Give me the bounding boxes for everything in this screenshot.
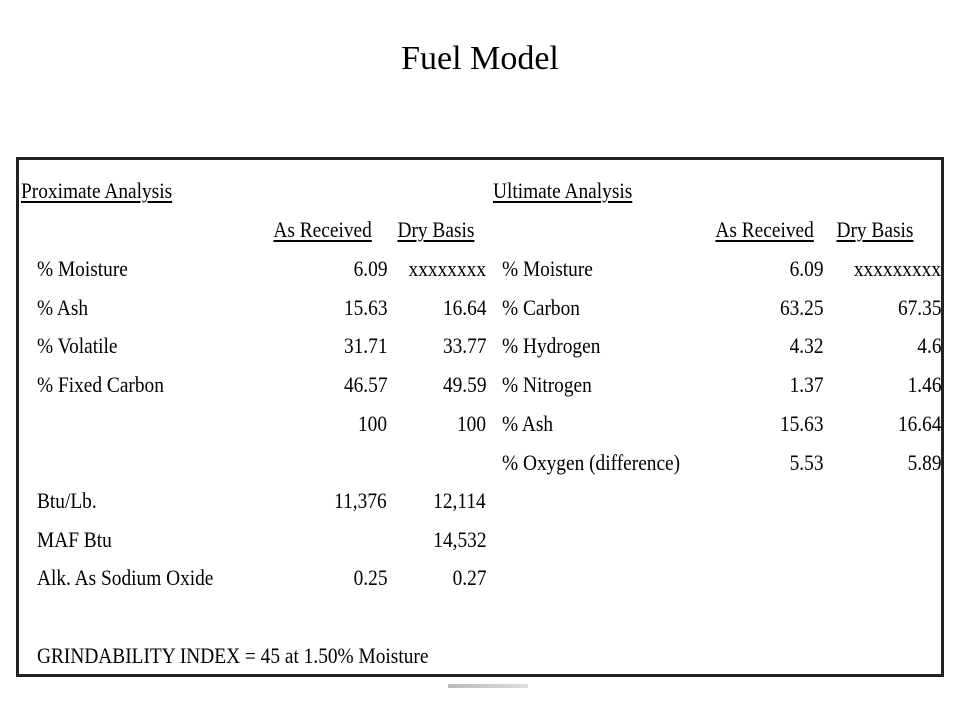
proximate-row-dry-basis: 33.77 [442, 333, 486, 358]
ultimate-col-dry-basis: Dry Basis [836, 217, 913, 242]
maf-btu-label: MAF Btu [37, 527, 112, 552]
proximate-total-as-received: 100 [357, 411, 387, 436]
ultimate-row-label: % Carbon [502, 295, 580, 320]
page-title: Fuel Model [401, 40, 559, 77]
proximate-heading: Proximate Analysis [21, 178, 173, 203]
alk-sodium-oxide-as-received: 0.25 [353, 565, 387, 590]
ultimate-row-as-received: 6.09 [789, 256, 823, 281]
ultimate-row-label: % Nitrogen [502, 372, 592, 397]
ultimate-row-as-received: 4.32 [789, 333, 823, 358]
proximate-row-as-received: 6.09 [353, 256, 387, 281]
ultimate-row-dry-basis: 16.64 [897, 411, 941, 436]
ultimate-row-dry-basis: xxxxxxxxx [853, 256, 941, 281]
proximate-row-label: % Moisture [37, 256, 128, 281]
ultimate-row-dry-basis: 67.35 [897, 295, 941, 320]
ultimate-row-label: % Moisture [502, 256, 593, 281]
ultimate-row-label: % Oxygen (difference) [502, 450, 681, 475]
ultimate-row-as-received: 5.53 [789, 450, 823, 475]
proximate-row-dry-basis: xxxxxxxx [408, 256, 486, 281]
maf-btu-dry-basis: 14,532 [432, 527, 486, 552]
alk-sodium-oxide-dry-basis: 0.27 [452, 565, 486, 590]
ultimate-row-label: % Ash [502, 411, 554, 436]
ultimate-row-dry-basis: 4.6 [916, 333, 941, 358]
ultimate-row-as-received: 1.37 [789, 372, 823, 397]
ultimate-row-as-received: 15.63 [779, 411, 823, 436]
alk-sodium-oxide-label: Alk. As Sodium Oxide [37, 565, 214, 590]
ultimate-row-dry-basis: 1.46 [907, 372, 941, 397]
fuel-analysis-table: Proximate Analysis Ultimate Analysis As … [16, 157, 944, 677]
proximate-col-as-received: As Received [273, 217, 372, 242]
proximate-row-as-received: 15.63 [343, 295, 387, 320]
proximate-row-dry-basis: 16.64 [442, 295, 486, 320]
btu-dry-basis: 12,114 [433, 488, 486, 513]
caption-remnant [448, 684, 528, 688]
btu-as-received: 11,376 [334, 488, 387, 513]
proximate-col-dry-basis: Dry Basis [397, 217, 474, 242]
proximate-row-as-received: 31.71 [343, 333, 387, 358]
btu-label: Btu/Lb. [37, 488, 97, 513]
ultimate-row-label: % Hydrogen [502, 333, 601, 358]
grindability-index: GRINDABILITY INDEX = 45 at 1.50% Moistur… [37, 643, 429, 668]
proximate-row-label: % Volatile [37, 333, 118, 358]
proximate-row-dry-basis: 49.59 [442, 372, 486, 397]
proximate-row-label: % Fixed Carbon [37, 372, 164, 397]
ultimate-row-dry-basis: 5.89 [907, 450, 941, 475]
ultimate-heading: Ultimate Analysis [493, 178, 633, 203]
ultimate-row-as-received: 63.25 [779, 295, 823, 320]
ultimate-col-as-received: As Received [715, 217, 814, 242]
proximate-row-label: % Ash [37, 295, 89, 320]
proximate-total-dry-basis: 100 [456, 411, 486, 436]
proximate-row-as-received: 46.57 [343, 372, 387, 397]
